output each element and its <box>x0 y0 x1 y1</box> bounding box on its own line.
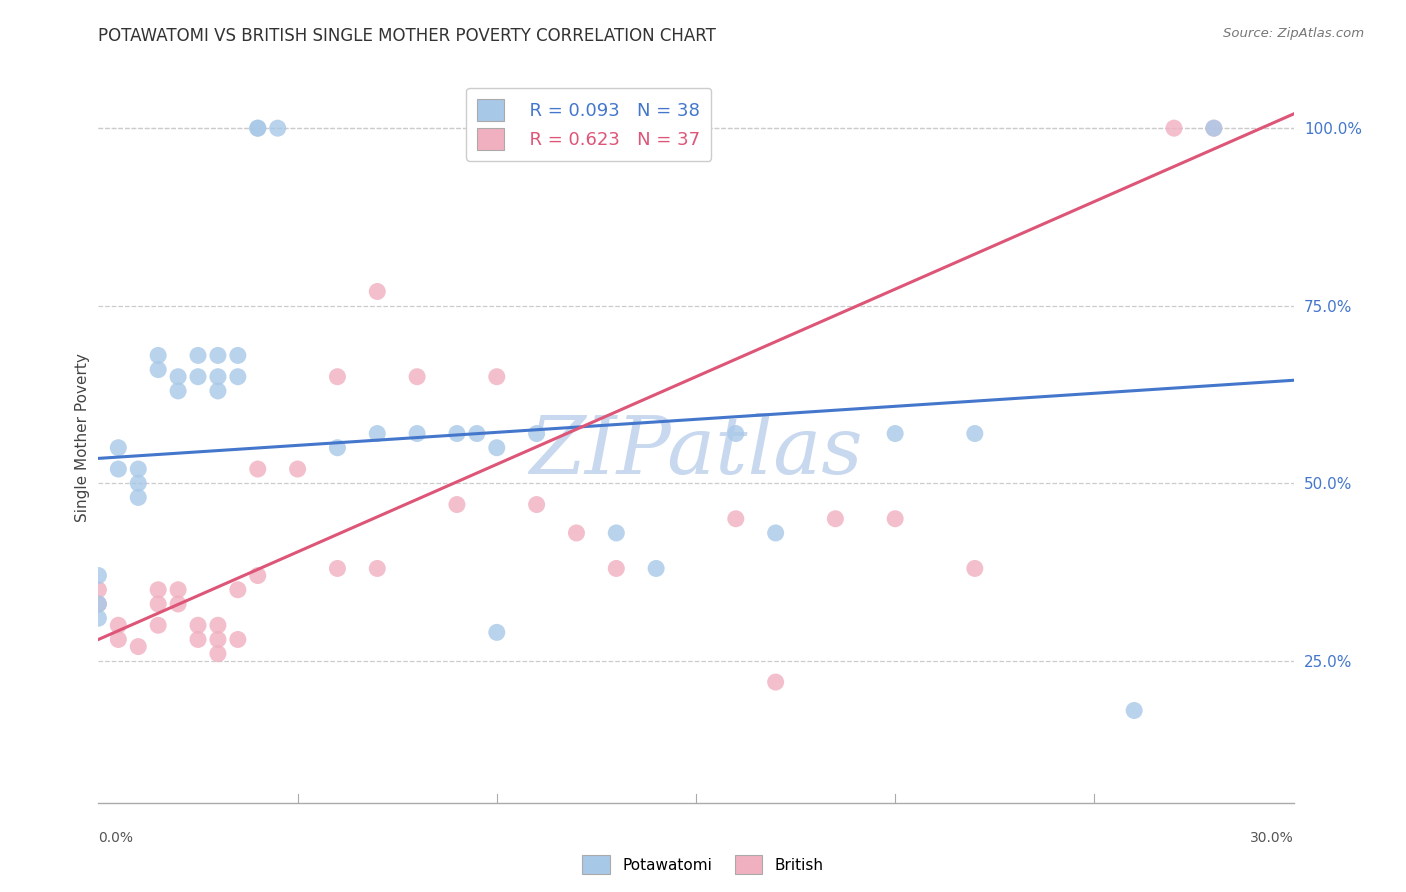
Point <box>226 632 249 647</box>
Point <box>765 675 787 690</box>
Point <box>87 568 110 582</box>
Point <box>207 348 229 362</box>
Point <box>226 582 249 597</box>
Point <box>326 441 349 455</box>
Point <box>226 369 249 384</box>
Point <box>1202 121 1225 136</box>
Point <box>87 597 110 611</box>
Point <box>724 512 747 526</box>
Point <box>107 462 129 476</box>
Point <box>187 348 209 362</box>
Point <box>267 121 290 136</box>
Point <box>207 632 229 647</box>
Point <box>127 476 149 491</box>
Point <box>884 426 907 441</box>
Legend:   R = 0.093   N = 38,   R = 0.623   N = 37: R = 0.093 N = 38, R = 0.623 N = 37 <box>465 87 711 161</box>
Point <box>148 618 170 632</box>
Point <box>127 462 149 476</box>
Point <box>87 611 110 625</box>
Point <box>446 426 468 441</box>
Point <box>605 525 627 540</box>
Point <box>645 561 668 575</box>
Point <box>1123 704 1146 718</box>
Point <box>207 647 229 661</box>
Point <box>127 640 149 654</box>
Point <box>187 618 209 632</box>
Point <box>107 618 129 632</box>
Point <box>366 426 388 441</box>
Point <box>465 426 488 441</box>
Point <box>485 441 508 455</box>
Point <box>824 512 846 526</box>
Point <box>246 568 269 582</box>
Point <box>148 582 170 597</box>
Text: ZIPatlas: ZIPatlas <box>529 413 863 491</box>
Point <box>765 525 787 540</box>
Point <box>87 597 110 611</box>
Point <box>107 632 129 647</box>
Point <box>246 121 269 136</box>
Point <box>246 121 269 136</box>
Point <box>207 369 229 384</box>
Point <box>1163 121 1185 136</box>
Point <box>485 625 508 640</box>
Point <box>87 582 110 597</box>
Point <box>167 582 190 597</box>
Point <box>565 525 588 540</box>
Point <box>605 561 627 575</box>
Point <box>366 285 388 299</box>
Point <box>287 462 309 476</box>
Point <box>226 348 249 362</box>
Point <box>326 561 349 575</box>
Point <box>167 384 190 398</box>
Point <box>963 561 986 575</box>
Text: POTAWATOMI VS BRITISH SINGLE MOTHER POVERTY CORRELATION CHART: POTAWATOMI VS BRITISH SINGLE MOTHER POVE… <box>98 27 716 45</box>
Legend: Potawatomi, British: Potawatomi, British <box>576 849 830 880</box>
Point <box>187 632 209 647</box>
Point <box>963 426 986 441</box>
Point <box>246 462 269 476</box>
Point <box>485 369 508 384</box>
Point <box>724 426 747 441</box>
Point <box>107 441 129 455</box>
Point <box>526 498 548 512</box>
Point <box>1202 121 1225 136</box>
Point <box>167 369 190 384</box>
Point <box>207 618 229 632</box>
Point <box>127 491 149 505</box>
Point <box>148 348 170 362</box>
Point <box>446 498 468 512</box>
Point <box>526 426 548 441</box>
Point <box>326 369 349 384</box>
Point <box>207 384 229 398</box>
Text: Source: ZipAtlas.com: Source: ZipAtlas.com <box>1223 27 1364 40</box>
Y-axis label: Single Mother Poverty: Single Mother Poverty <box>75 352 90 522</box>
Point <box>148 362 170 376</box>
Text: 0.0%: 0.0% <box>98 831 134 846</box>
Point <box>148 597 170 611</box>
Point <box>884 512 907 526</box>
Point <box>406 369 429 384</box>
Text: 30.0%: 30.0% <box>1250 831 1294 846</box>
Point <box>406 426 429 441</box>
Point <box>366 561 388 575</box>
Point <box>187 369 209 384</box>
Point <box>167 597 190 611</box>
